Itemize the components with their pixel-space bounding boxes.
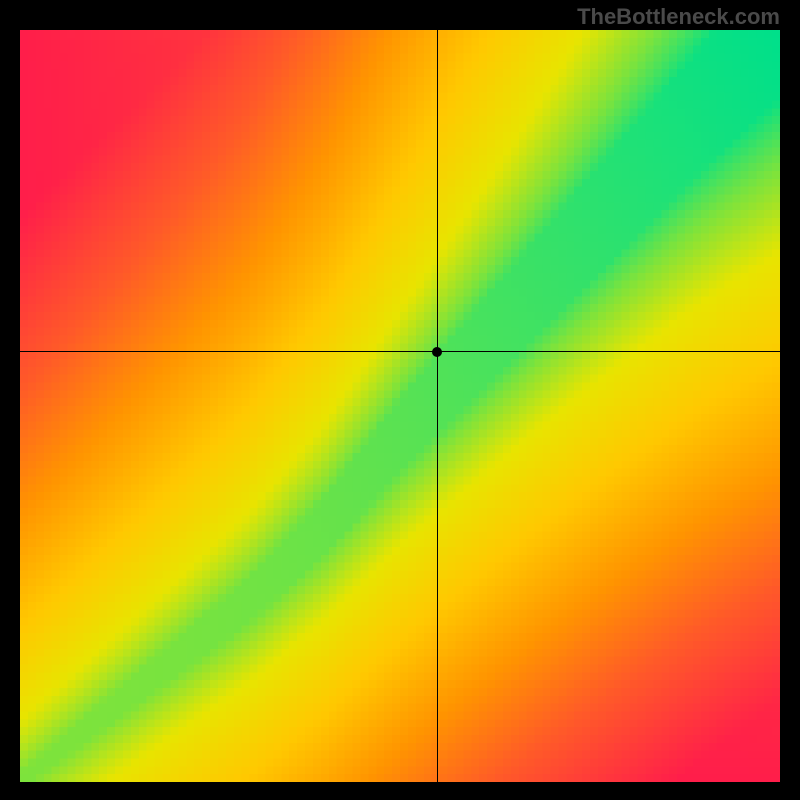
crosshair-vertical xyxy=(437,30,438,782)
heatmap-plot xyxy=(20,30,780,782)
crosshair-horizontal xyxy=(20,351,780,352)
crosshair-marker xyxy=(432,347,442,357)
heatmap-canvas xyxy=(20,30,780,782)
chart-container: TheBottleneck.com xyxy=(0,0,800,800)
watermark-text: TheBottleneck.com xyxy=(577,4,780,30)
